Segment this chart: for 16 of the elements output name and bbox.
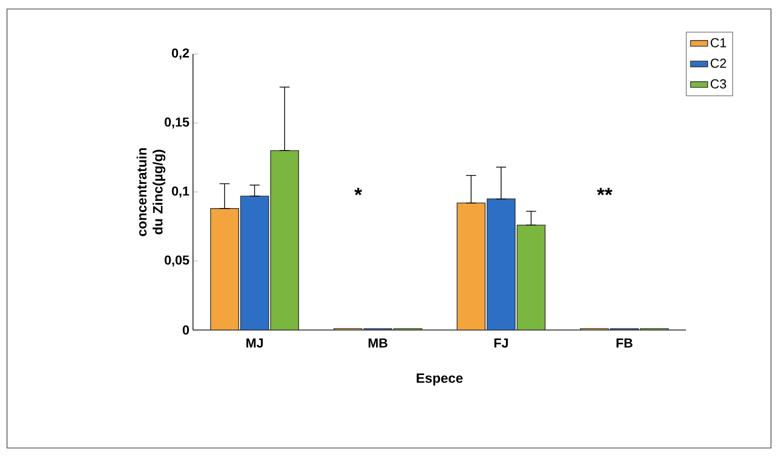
y-tick-label: 0,05 (164, 255, 190, 267)
legend-label: C2 (710, 58, 726, 68)
y-tick-label: 0 (182, 325, 189, 335)
x-tick-label: FJ (494, 338, 508, 348)
y-tick-label: 0,1 (172, 186, 190, 198)
x-axis-title: Espece (416, 373, 463, 386)
y-tick-label: 0,15 (164, 117, 190, 129)
y-axis-title: concentratuin du Zinc(µg/g) (136, 148, 166, 236)
y-tick-label: 0,2 (172, 48, 189, 60)
x-tick-label: FB (616, 338, 632, 348)
x-tick-label: MB (368, 338, 388, 348)
annotation: ** (596, 188, 612, 196)
legend-label: C3 (710, 79, 726, 88)
legend-label: C1 (710, 38, 726, 48)
annotation: * (354, 188, 362, 196)
x-tick-label: MJ (246, 338, 263, 348)
